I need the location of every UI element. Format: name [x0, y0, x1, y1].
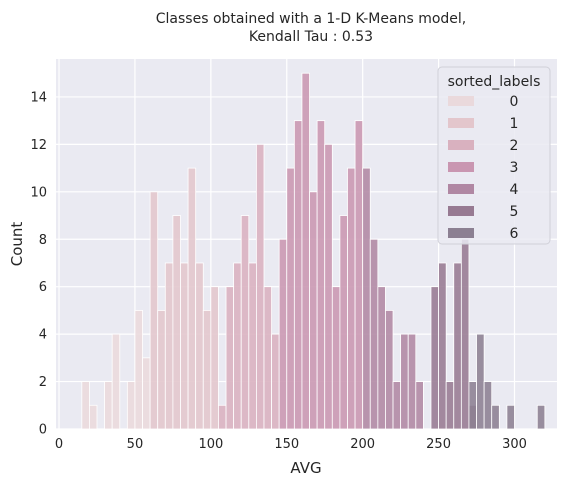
- y-tick-label: 6: [39, 280, 47, 295]
- legend-box: [437, 66, 551, 245]
- legend-title: sorted_labels: [448, 74, 541, 90]
- bar-label-6: [491, 404, 500, 430]
- legend-label-6: 6: [510, 226, 519, 242]
- x-tick-label: 250: [426, 437, 451, 452]
- bar-label-4: [385, 310, 394, 430]
- legend-swatch-0: [448, 96, 474, 106]
- x-axis-label: AVG: [290, 459, 321, 477]
- bar-label-3: [301, 72, 310, 430]
- x-tick-label: 200: [350, 437, 375, 452]
- bar-label-0: [126, 381, 136, 430]
- y-axis-label: Count: [8, 222, 26, 267]
- bar-label-3: [324, 143, 333, 430]
- bar-label-3: [354, 120, 364, 430]
- bar-label-4: [407, 333, 417, 430]
- bar-label-1: [202, 310, 212, 430]
- bar-label-2: [263, 286, 272, 430]
- bar-label-1: [164, 262, 174, 430]
- bar-label-3: [347, 167, 356, 430]
- bar-label-4: [362, 167, 371, 430]
- bar-label-4: [392, 381, 402, 430]
- bar-label-2: [218, 404, 227, 430]
- bar-label-5: [453, 262, 462, 430]
- bar-label-1: [149, 191, 159, 430]
- bar-label-3: [339, 215, 348, 430]
- x-tick-label: 150: [274, 437, 299, 452]
- bar-label-4: [400, 333, 409, 430]
- y-tick-label: 8: [39, 233, 47, 248]
- bar-label-2: [255, 143, 265, 430]
- bar-label-0: [134, 310, 143, 430]
- bar-label-2: [271, 333, 280, 430]
- y-tick-label: 14: [30, 90, 47, 105]
- x-tick-label: 50: [127, 437, 144, 452]
- bar-label-3: [293, 120, 303, 430]
- legend-swatch-6: [448, 228, 474, 238]
- y-tick-label: 4: [39, 328, 47, 343]
- bar-label-0: [81, 381, 90, 430]
- legend-swatch-5: [448, 206, 474, 216]
- x-tick-label: 300: [502, 437, 527, 452]
- bar-label-5: [460, 238, 470, 430]
- bar-label-2: [225, 286, 235, 430]
- chart-title-line-2: Kendall Tau : 0.53: [249, 29, 373, 45]
- x-tick-label: 0: [55, 437, 63, 452]
- bar-label-4: [377, 286, 386, 430]
- legend-label-4: 4: [510, 182, 519, 198]
- legend: sorted_labels 0 1 2 3 4 5 6: [437, 66, 551, 245]
- bar-label-5: [438, 262, 447, 430]
- legend-label-1: 1: [510, 116, 519, 132]
- bar-label-6: [476, 333, 485, 430]
- legend-label-5: 5: [510, 204, 519, 220]
- bar-label-1: [187, 167, 197, 430]
- bar-label-1: [210, 286, 219, 430]
- bar-label-6: [468, 381, 477, 430]
- bar-label-3: [316, 120, 326, 430]
- histogram-bars: [81, 72, 546, 430]
- bar-label-2: [240, 215, 250, 430]
- bar-label-5: [430, 286, 439, 430]
- legend-label-0: 0: [510, 94, 519, 110]
- y-axis-ticks: 0 2 4 6 8 10 12 14: [30, 90, 47, 437]
- legend-swatch-1: [448, 118, 474, 128]
- bar-label-1: [172, 215, 181, 430]
- bar-label-3: [331, 286, 341, 430]
- bar-label-5: [445, 381, 455, 430]
- legend-label-2: 2: [510, 138, 519, 154]
- x-tick-label: 100: [198, 437, 223, 452]
- legend-items: 0 1 2 3 4 5 6: [448, 94, 519, 242]
- bar-label-2: [248, 262, 257, 430]
- y-tick-label: 12: [30, 138, 47, 153]
- legend-label-3: 3: [510, 160, 519, 176]
- y-tick-label: 2: [39, 375, 47, 390]
- bar-label-4: [369, 238, 379, 430]
- bar-label-6: [506, 404, 515, 430]
- legend-swatch-4: [448, 184, 474, 194]
- bar-label-3: [286, 167, 295, 430]
- legend-swatch-2: [448, 140, 474, 150]
- bar-label-1: [157, 310, 166, 430]
- bar-label-0: [104, 381, 113, 430]
- bar-label-3: [278, 238, 288, 430]
- bar-label-6: [536, 404, 546, 430]
- bar-label-0: [111, 333, 121, 430]
- bar-label-0: [142, 357, 151, 430]
- y-tick-label: 10: [30, 185, 47, 200]
- legend-swatch-3: [448, 162, 474, 172]
- bar-label-4: [415, 381, 424, 430]
- y-tick-label: 0: [39, 423, 47, 438]
- bar-label-6: [483, 381, 493, 430]
- bar-label-0: [89, 404, 98, 430]
- chart-title-line-1: Classes obtained with a 1-D K-Means mode…: [156, 11, 467, 27]
- bar-label-3: [309, 191, 318, 430]
- bar-label-2: [233, 262, 242, 430]
- bar-label-1: [195, 262, 204, 430]
- bar-label-1: [180, 262, 189, 430]
- x-axis-ticks: 0 50 100 150 200 250 300: [55, 437, 527, 452]
